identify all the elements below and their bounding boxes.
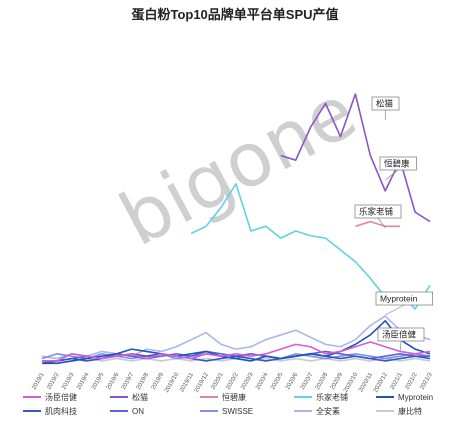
- legend-label: 乐家老铺: [316, 392, 348, 402]
- legend-label: Myprotein: [398, 393, 433, 402]
- annotation-box: [377, 327, 425, 342]
- annotation-leader: [377, 217, 386, 229]
- x-tick-label: 2021/2: [404, 371, 419, 390]
- series-line: [42, 319, 431, 365]
- annotation-label: 乐家老铺: [359, 207, 394, 217]
- x-tick-label: 2019/2: [46, 371, 61, 390]
- x-tick-label: 2020/5: [270, 371, 285, 390]
- x-tick-label: 2019/9: [151, 371, 166, 390]
- annotation-leader: [385, 169, 399, 181]
- annotation-box: [379, 156, 417, 171]
- x-tick-label: 2020/1: [210, 371, 225, 390]
- series-line: [280, 93, 431, 223]
- annotation-label: 恒碧康: [384, 159, 410, 169]
- x-tick-label: 2020/4: [255, 371, 270, 390]
- x-tick-label: 2020/12: [373, 371, 389, 393]
- x-tick-label: 2019/8: [136, 371, 151, 390]
- legend-label: 汤臣倍健: [45, 392, 77, 402]
- legend-label: 松猫: [132, 392, 148, 402]
- legend-label: 恒碧康: [222, 392, 246, 402]
- x-tick-label: 2019/5: [91, 371, 106, 390]
- series-line: [355, 220, 401, 228]
- annotation-label: 松猫: [376, 99, 394, 109]
- x-tick-label: 2019/7: [121, 371, 136, 390]
- x-tick-label: 2021/1: [390, 371, 405, 390]
- annotation-label: 汤臣倍健: [382, 330, 417, 340]
- x-tick-label: 2020/6: [285, 371, 300, 390]
- legend-label: 全安素: [316, 406, 340, 416]
- legend-label: 康比特: [398, 406, 422, 416]
- annotation-leader: [399, 340, 402, 352]
- legend-label: ON: [132, 407, 144, 416]
- annotation-box: [375, 291, 433, 306]
- x-tick-label: 2019/10: [164, 371, 180, 393]
- x-tick-label: 2020/8: [315, 371, 330, 390]
- x-tick-label: 2020/3: [240, 371, 255, 390]
- x-tick-label: 2020/9: [330, 371, 345, 390]
- x-tick-label: 2020/7: [300, 371, 315, 390]
- watermark-text: bigone: [107, 69, 370, 263]
- x-tick-label: 2020/11: [358, 371, 374, 393]
- x-tick-label: 2019/4: [76, 371, 91, 390]
- series-line: [41, 315, 431, 360]
- x-tick-label: 2019/3: [61, 371, 76, 390]
- annotation-leader: [385, 304, 405, 316]
- x-tick-label: 2020/10: [343, 371, 359, 393]
- x-tick-label: 2019/12: [194, 371, 210, 393]
- annotation-label: Myprotein: [380, 294, 418, 304]
- x-tick-label: 2020/2: [225, 371, 240, 390]
- x-tick-label: 2019/1: [31, 371, 46, 390]
- annotation-box: [354, 204, 402, 219]
- chart-title: 蛋白粉Top10品牌单平台单SPU产值: [131, 7, 339, 22]
- series-line: [42, 341, 431, 362]
- x-tick-label: 2019/11: [179, 371, 195, 393]
- x-tick-label: 2019/6: [106, 371, 121, 390]
- legend-label: 肌肉科技: [45, 406, 77, 416]
- annotation-box: [371, 96, 400, 111]
- legend-label: SWISSE: [222, 407, 253, 416]
- x-tick-label: 2021/3: [419, 371, 434, 390]
